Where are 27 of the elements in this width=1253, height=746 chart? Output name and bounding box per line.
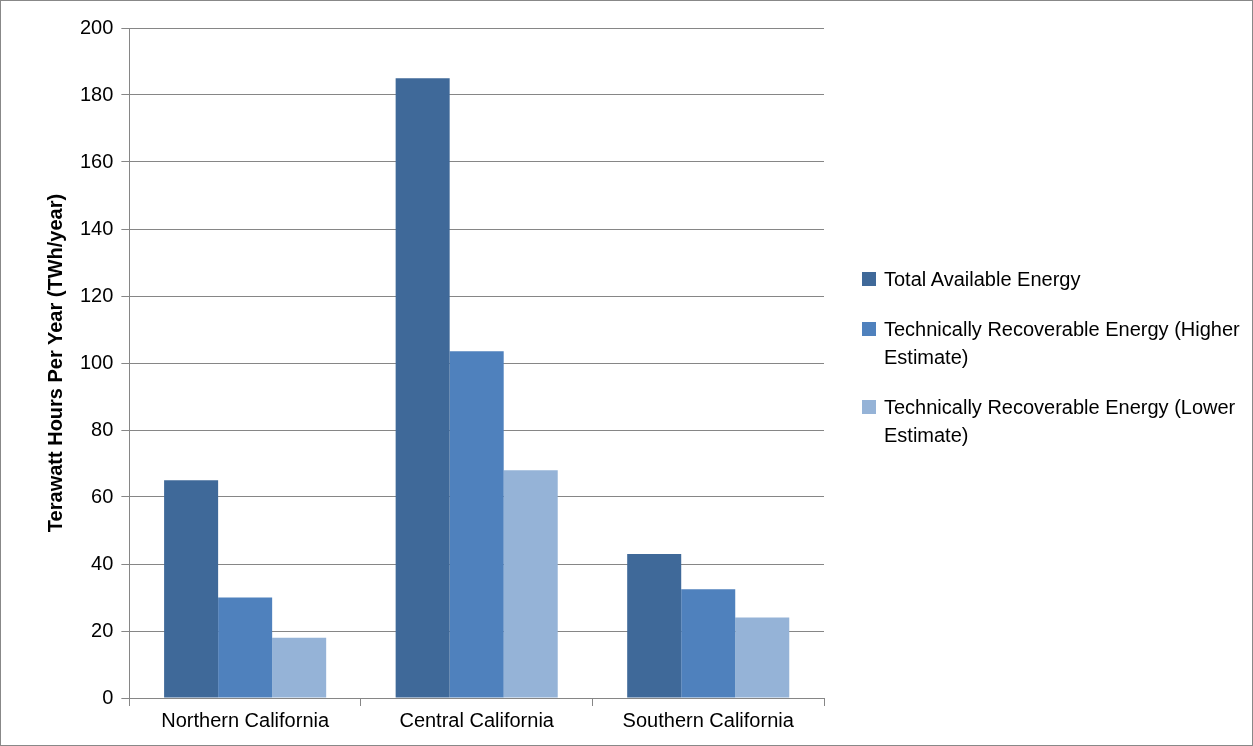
bar [449, 351, 504, 698]
y-tick-label: 160 [79, 149, 114, 172]
x-tick-label: Northern California [161, 708, 330, 731]
legend-label: Total Available Energy [884, 267, 1081, 292]
legend-label: Technically Recoverable Energy (Lower Estimate) [884, 395, 1237, 448]
y-tick-label: 100 [79, 350, 114, 373]
legend-label: Technically Recoverable Energy (Higher Estimate) [884, 317, 1241, 370]
bar [272, 637, 327, 698]
bar [627, 553, 682, 698]
y-tick-label: 200 [79, 15, 114, 38]
bar [503, 470, 558, 698]
x-tick-label: Southern California [622, 708, 795, 731]
bar [395, 78, 450, 698]
y-tick-label: 60 [91, 484, 114, 507]
y-tick-label: 140 [79, 216, 114, 239]
y-tick-label: 0 [102, 685, 114, 708]
y-tick-label: 80 [91, 417, 114, 440]
y-tick-label: 120 [79, 283, 114, 306]
y-axis-title: Terawatt Hours Per Year (TWh/year) [43, 193, 66, 533]
x-tick-label: Central California [399, 708, 555, 731]
bar [218, 597, 273, 698]
bar [681, 589, 736, 698]
bar [164, 480, 219, 698]
y-tick-label: 40 [91, 551, 114, 574]
y-tick-label: 180 [79, 82, 114, 105]
y-tick-label: 20 [91, 618, 114, 641]
bar [735, 617, 790, 698]
